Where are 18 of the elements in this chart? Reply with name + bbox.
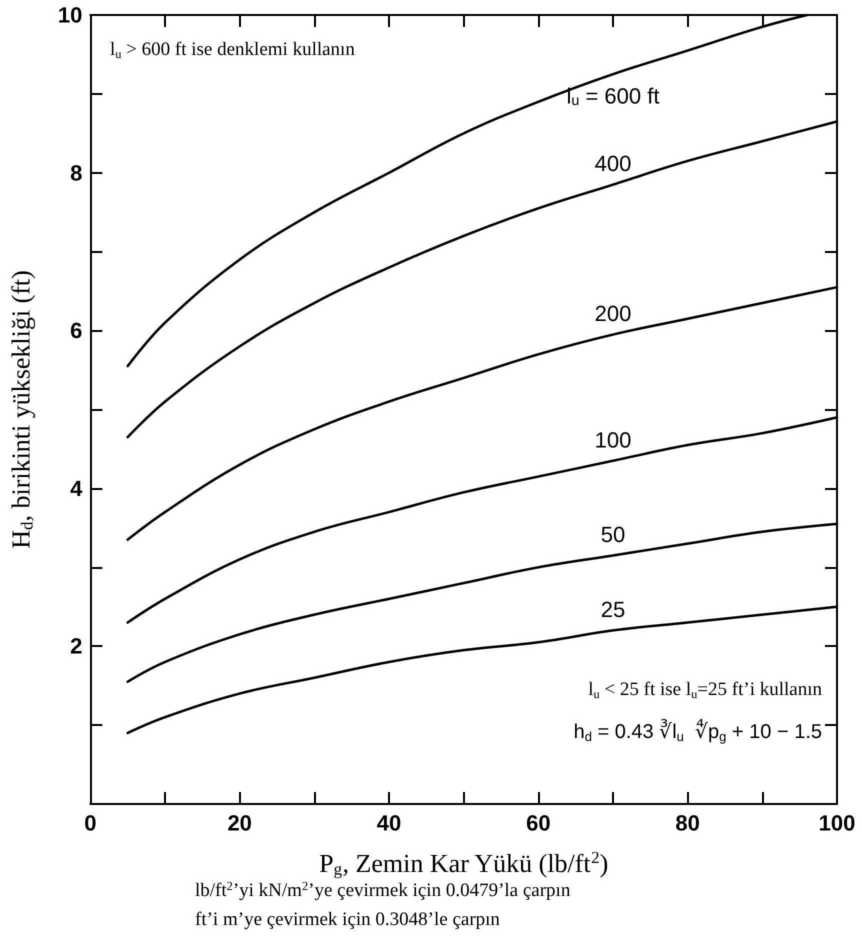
- x-tick-label: 60: [526, 810, 551, 836]
- y-tick-label: 2: [70, 634, 82, 659]
- series-label: 25: [600, 596, 626, 622]
- y-tick-label: 8: [70, 160, 82, 186]
- y-tick-label: 10: [58, 2, 82, 28]
- x-tick-label: 80: [675, 810, 700, 836]
- x-tick-label: 20: [227, 810, 252, 836]
- x-tick-label: 0: [84, 810, 96, 836]
- text: ft’i m’ye çevirmek için 0.3048’le çarpın: [195, 909, 500, 930]
- series-label: 200: [594, 301, 632, 326]
- series-label: 100: [594, 427, 632, 452]
- x-tick-label: 40: [376, 810, 402, 836]
- y-tick-label: 6: [70, 318, 82, 344]
- series-label: 400: [594, 151, 632, 176]
- y-axis-title: Hd, birikinti yüksekliği (ft): [6, 270, 36, 549]
- x-tick-label: 100: [818, 810, 856, 836]
- y-tick-label: 4: [70, 476, 84, 501]
- series-label: 50: [600, 522, 626, 547]
